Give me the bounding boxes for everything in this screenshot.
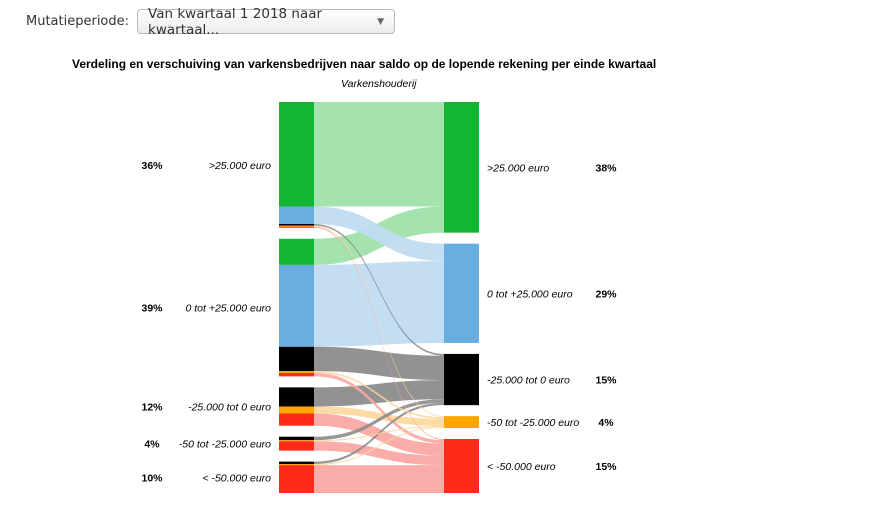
left-node-segment: [279, 264, 314, 347]
links: [314, 102, 444, 493]
right-node-pct: 4%: [598, 417, 614, 429]
flow-link[interactable]: [314, 225, 444, 418]
left-node-segment: [279, 461, 314, 465]
right-node-label: -25.000 tot 0 euro: [487, 375, 570, 387]
flow-link[interactable]: [314, 441, 444, 466]
right-node-pct: 15%: [595, 461, 617, 473]
left-node-segment: [279, 346, 314, 372]
flow-link[interactable]: [314, 226, 444, 441]
right-node-label: 0 tot +25.000 euro: [487, 288, 573, 300]
left-node-label: -50 tot -25.000 euro: [179, 439, 271, 451]
flow-link[interactable]: [314, 399, 444, 441]
flow-link[interactable]: [314, 465, 444, 493]
left-node-segment: [279, 372, 314, 377]
left-node-label: -25.000 tot 0 euro: [188, 402, 271, 414]
flow-link[interactable]: [314, 223, 444, 356]
right-node[interactable]: [444, 416, 479, 428]
right-node-label: < -50.000 euro: [487, 461, 556, 473]
flow-link[interactable]: [314, 380, 444, 407]
left-node-segment: [279, 436, 314, 441]
left-node-segment: [279, 413, 314, 426]
left-node-segment: [279, 387, 314, 407]
left-node-pct: 36%: [141, 160, 163, 172]
chart-title: Verdeling en verschuiving van varkensbed…: [72, 57, 657, 71]
flow-link[interactable]: [314, 346, 444, 381]
right-node-pct: 15%: [595, 375, 617, 387]
mutatieperiode-select[interactable]: Van kwartaal 1 2018 naar kwartaal... ▼: [137, 6, 396, 38]
right-node-pct: 38%: [595, 162, 617, 174]
left-node-segment: [279, 406, 314, 414]
left-node-pct: 12%: [141, 402, 163, 414]
right-node-label: -50 tot -25.000 euro: [487, 417, 579, 429]
left-node-label: 0 tot +25.000 euro: [185, 303, 271, 315]
left-node-label: >25.000 euro: [209, 160, 271, 172]
left-node-segment: [279, 465, 314, 493]
left-node-segment: [279, 226, 314, 228]
left-node-pct: 4%: [144, 439, 160, 451]
flow-link[interactable]: [314, 372, 444, 444]
right-node[interactable]: [444, 243, 479, 343]
select-value: Van kwartaal 1 2018 naar kwartaal...: [148, 5, 323, 38]
right-node[interactable]: [444, 353, 479, 406]
left-node-segment: [279, 371, 314, 373]
left-node-segment: [279, 206, 314, 224]
left-node-segment: [279, 464, 314, 466]
left-node-segment: [279, 225, 314, 227]
left-node-pct: 10%: [141, 472, 163, 484]
left-node-segment: [279, 102, 314, 207]
left-node-segment: [279, 440, 314, 442]
flow-link[interactable]: [314, 261, 444, 347]
right-node[interactable]: [444, 438, 479, 493]
flow-link[interactable]: [314, 426, 444, 466]
chart-subtitle: Varkenshouderij: [341, 78, 417, 90]
left-node-label: < -50.000 euro: [202, 472, 271, 484]
mutatieperiode-filter: Mutatieperiode: Van kwartaal 1 2018 naar…: [26, 6, 396, 38]
right-node-pct: 29%: [595, 288, 617, 300]
left-node-segment: [279, 223, 314, 226]
left-node-segment: [279, 441, 314, 451]
right-node-label: >25.000 euro: [487, 162, 549, 174]
right-node[interactable]: [444, 102, 479, 233]
flow-link[interactable]: [314, 371, 444, 419]
chevron-down-icon: ▼: [377, 16, 385, 27]
flow-link[interactable]: [314, 406, 444, 426]
filter-label: Mutatieperiode:: [26, 14, 130, 29]
left-node-segment: [279, 238, 314, 265]
nodes: [279, 102, 479, 493]
flow-link[interactable]: [314, 102, 444, 207]
left-node-pct: 39%: [141, 303, 163, 315]
flow-link[interactable]: [314, 425, 444, 442]
flow-link[interactable]: [314, 206, 444, 262]
